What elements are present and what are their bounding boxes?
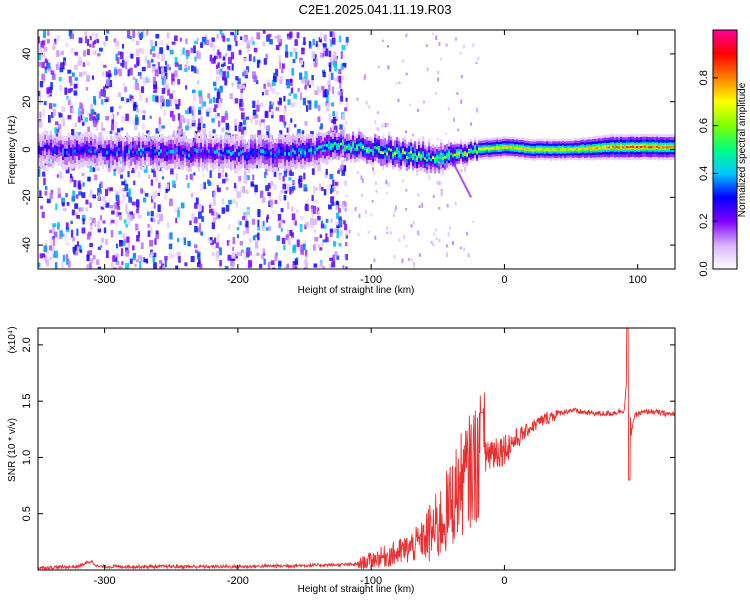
spectrogram-y-tick-label: 40 [21,48,33,60]
spectrogram-x-tick-label: 0 [501,274,507,286]
snr-panel: -300 -200 -100 0 0.5 1.0 1.5 2.0 Height of str… [7,326,676,595]
spectrogram-band [38,127,675,198]
spectrogram-y-tick-label: 20 [21,96,33,108]
spectrogram-y-label: Frequency (Hz) [7,116,18,185]
spectrogram-y-tick-label: 0 [21,146,33,152]
colorbar-tick-label: 0.8 [698,70,710,85]
spectrogram-x-tick-label: -100 [360,274,382,286]
snr-y-tick-label: 1.5 [21,394,33,409]
snr-y-ticks: 0.5 1.0 1.5 2.0 [21,337,675,521]
snr-y-tick-label: 2.0 [21,337,33,352]
spectrogram-x-label: Height of straight line (km) [298,285,415,296]
snr-x-tick-label: 0 [501,575,507,587]
snr-x-tick-label: -100 [360,575,382,587]
spectrogram-x-tick-label: -200 [227,274,249,286]
snr-y-tick-label: 1.0 [21,450,33,465]
snr-y-tick-label: 0.5 [21,506,33,521]
colorbar-tick-label: 0.4 [698,166,710,181]
spectrogram-x-tick-label: -300 [94,274,116,286]
spectrogram-y-tick-label: -20 [21,189,33,205]
spectrogram-x-ticks: -300 -200 -100 0 100 [94,30,647,286]
figure-title: C2E1.2025.041.11.19.R03 [299,2,452,17]
colorbar-tick-label: 0.6 [698,118,710,133]
snr-series-line [38,328,675,570]
snr-x-ticks: -300 -200 -100 0 [94,328,507,587]
colorbar-ticks: 0.0 0.2 0.4 0.6 0.8 [698,70,718,277]
snr-multiplier-label: (x10⁴) [7,326,18,353]
colorbar-tick-label: 0.0 [698,261,710,276]
colorbar-label: Normalized spectral amplitude [737,82,748,217]
snr-y-label: SNR (10 * v/v) [7,418,18,482]
snr-plot-area [38,328,675,570]
colorbar: 0.0 0.2 0.4 0.6 0.8 Normalized spectral ampl… [698,29,748,277]
snr-x-tick-label: -200 [227,575,249,587]
spectrogram-y-tick-label: -40 [21,237,33,253]
snr-frame [37,327,676,571]
colorbar-gradient [712,29,738,270]
spectrogram-plot-area [38,30,675,269]
snr-x-tick-label: -300 [94,575,116,587]
spectrogram-x-tick-label: 100 [629,274,647,286]
snr-x-label: Height of straight line (km) [298,584,415,595]
colorbar-tick-label: 0.2 [698,214,710,229]
spectrogram-y-ticks: -40 -20 0 20 40 [21,48,675,253]
